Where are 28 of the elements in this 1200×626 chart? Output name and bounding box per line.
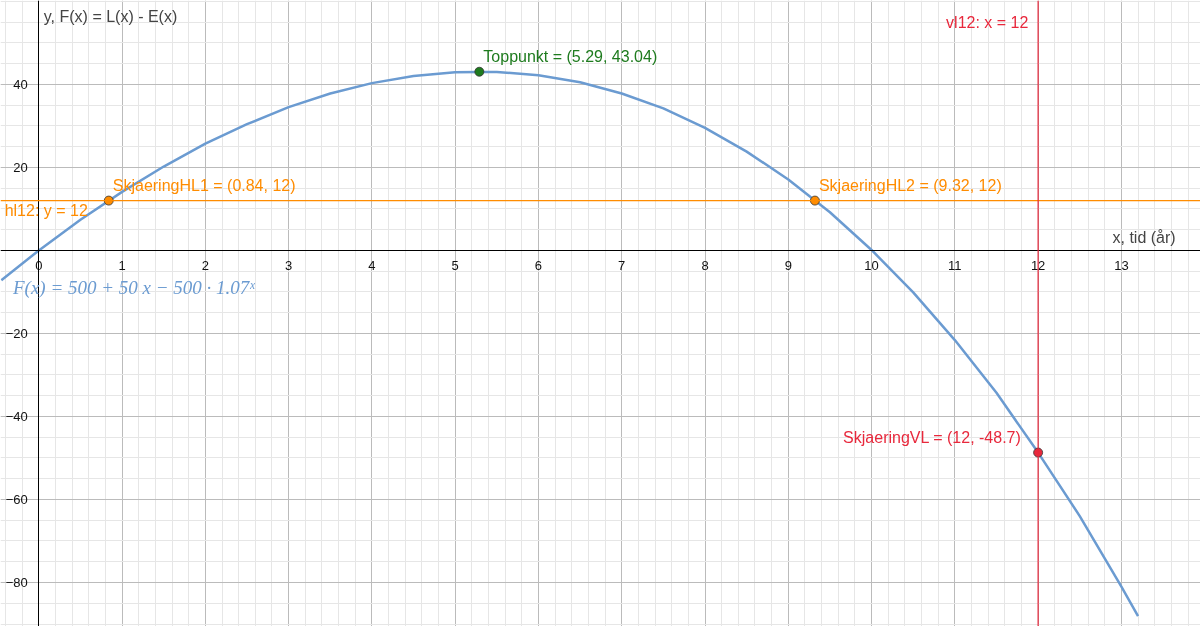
x-tick-label: 9	[784, 258, 792, 274]
y-tick-label: 20	[13, 159, 28, 175]
x-tick-label: 2	[201, 258, 209, 274]
point	[474, 66, 485, 77]
point	[810, 195, 820, 206]
x-axis-title: x, tid (år)	[1112, 229, 1176, 247]
x-tick-label: 6	[534, 258, 543, 274]
x-tick-label: 8	[701, 258, 709, 274]
x-tick-label: 1	[118, 258, 126, 274]
y-tick-label: −20	[5, 325, 28, 341]
y-axis-title: y, F(x) = L(x) - E(x)	[43, 7, 178, 25]
x-tick-label: 3	[285, 258, 293, 274]
x-tick-label: 13	[1114, 258, 1129, 274]
annotation: Toppunkt = (5.29, 43.04)	[483, 47, 658, 65]
ref-line-label: vl12: x = 12	[946, 13, 1029, 31]
x-tick-label: 11	[948, 258, 962, 274]
x-tick-label: 4	[368, 258, 376, 274]
x-tick-label: 5	[451, 258, 459, 274]
x-tick-label: 7	[618, 258, 626, 274]
y-tick-label: −40	[5, 408, 28, 424]
ref-line-label: hl12: y = 12	[4, 201, 88, 219]
y-tick-label: −60	[5, 491, 28, 507]
annotation: SkjaeringVL = (12, -48.7)	[843, 428, 1021, 446]
y-tick-label: 40	[13, 76, 28, 92]
y-tick-label: −80	[5, 575, 28, 590]
x-tick-label: 10	[864, 258, 879, 274]
annotation: SkjaeringHL2 = (9.32, 12)	[818, 176, 1002, 194]
point	[103, 195, 114, 206]
